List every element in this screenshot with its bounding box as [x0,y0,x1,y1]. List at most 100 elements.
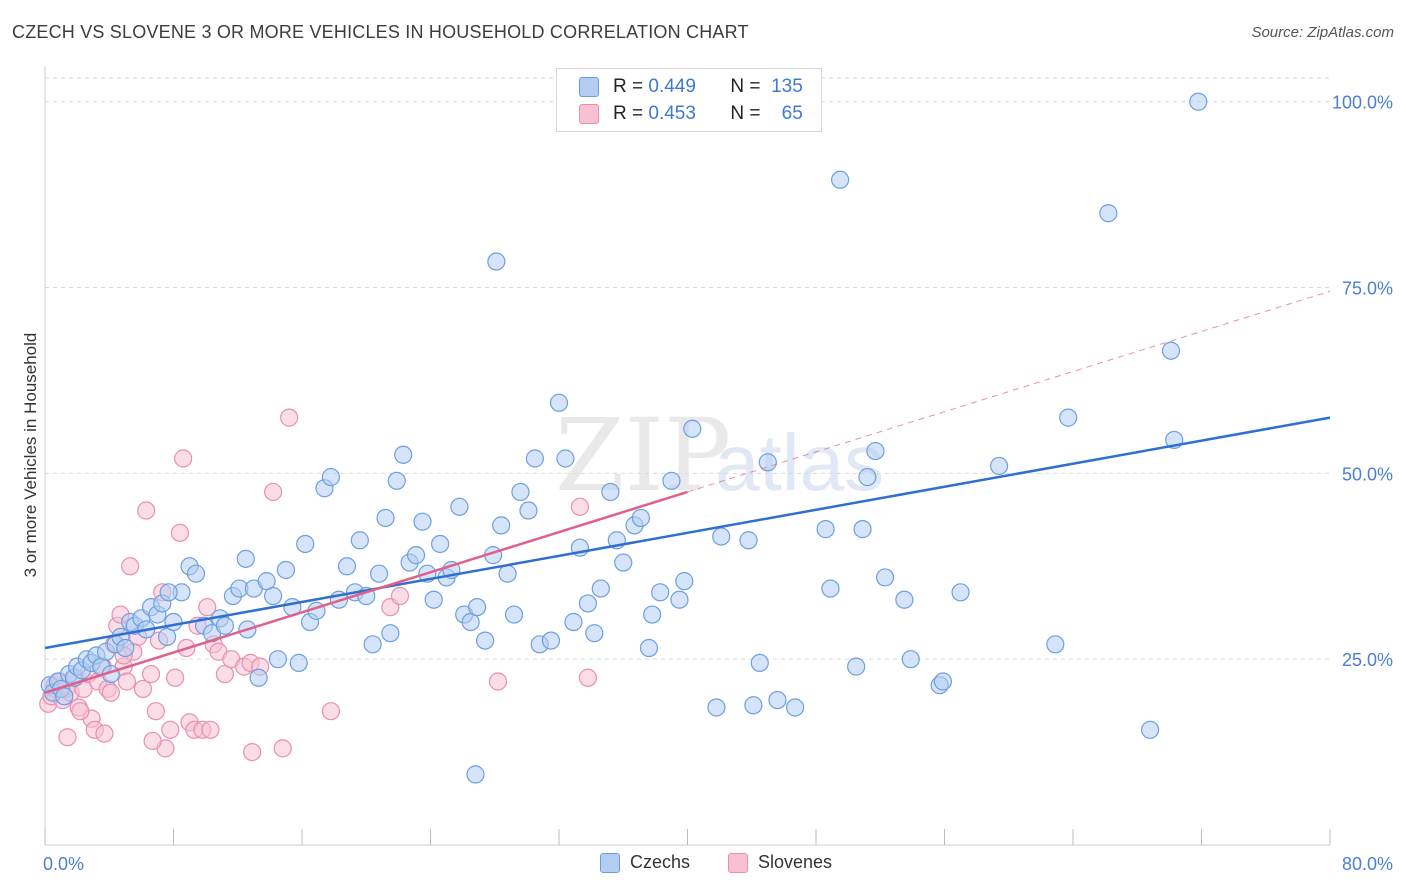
czech-point [413,512,432,531]
czech-point [215,616,234,635]
slovene-point [71,702,90,721]
czechs-r-label: R = [613,76,644,97]
slovene-point [143,731,162,751]
czech-point [394,445,413,464]
czech-point [564,612,583,632]
czech-point [487,252,506,271]
czech-point [466,765,485,784]
czech-point [643,605,662,624]
x-tick-label-min: 0.0% [43,854,84,874]
czech-point [853,520,872,539]
czechs-trend-line [44,416,1331,650]
tick-labels: 25.0% 50.0% 75.0% 100.0% 0.0% 80.0% [43,93,1393,874]
czech-point [875,568,895,587]
slovene-point [263,482,283,502]
czech-point [525,449,545,468]
legend-item-czechs: Czechs [600,852,690,873]
czech-point [591,579,610,598]
slovene-point [146,702,165,721]
czech-point [744,696,763,715]
czech-point [651,583,670,602]
czech-point [707,698,726,717]
slovenes-trend-line [44,490,688,694]
czech-point [601,482,620,502]
axes [44,66,1331,846]
czech-point [289,653,308,672]
czech-point [816,520,835,539]
czech-point [1099,204,1118,223]
slovene-point [133,679,153,699]
czech-point [387,471,406,490]
czech-point [268,650,288,669]
czech-point [519,501,538,520]
czech-point [933,672,952,691]
czech-point [895,590,914,609]
slovenes-swatch [579,104,599,124]
y-tick-label-50: 50.0% [1342,464,1393,484]
slovenes-r-label: R = [613,103,644,124]
slovene-point [170,523,190,542]
czech-point [492,516,511,535]
czech-point [1161,341,1181,360]
czech-point [376,508,395,528]
legend-czechs-swatch [600,852,620,873]
czech-point [549,393,569,412]
slovenes-trend-extension [687,290,1331,493]
slovene-point [570,497,589,516]
czech-point [498,564,517,583]
czech-point [249,668,268,687]
czech-point [431,534,450,554]
slovene-point [201,720,220,739]
slovene-point [273,739,292,758]
watermark-zip: ZIP [555,397,731,514]
watermark: ZIP atlas [555,397,884,514]
legend-slovenes-label: Slovenes [758,852,833,872]
czech-point [675,572,694,591]
slovenes-points [39,408,598,762]
czech-point [683,419,702,438]
slovene-point [141,664,161,684]
slovene-point [174,449,193,468]
czech-point [1140,720,1160,739]
czech-point [712,527,731,546]
czech-point [186,564,206,583]
czech-point [263,586,283,606]
czech-point [381,624,400,643]
slovene-point [280,408,299,427]
slovene-point [166,668,185,687]
czech-point [990,456,1009,476]
czech-point [276,560,296,580]
czech-point [614,553,633,572]
chart-title: CZECH VS SLOVENE 3 OR MORE VEHICLES IN H… [12,22,749,42]
czech-point [556,449,575,468]
czech-point [321,467,341,487]
slovene-point [101,683,120,702]
czech-point [406,546,426,565]
y-tick-label-100: 100.0% [1332,93,1393,113]
slovene-point [390,586,410,606]
czech-point [296,534,315,554]
czech-point [164,612,183,632]
czech-point [670,590,689,609]
czech-point [511,482,530,502]
czech-point [363,635,382,654]
slovene-point [137,501,156,520]
czech-point [866,441,885,461]
slovene-point [58,728,77,747]
y-tick-label-75: 75.0% [1342,279,1393,299]
stats-legend: R = 0.449 N = 135 R = 0.453 N = 65 [556,68,822,132]
czech-point [847,657,866,676]
czechs-swatch [579,77,599,97]
czech-point [1046,635,1065,654]
slovene-point [243,742,262,762]
slovene-point [95,724,114,743]
czech-point [450,497,469,516]
czech-point [739,531,758,550]
czech-point [750,653,769,672]
slovene-point [121,557,140,576]
czech-point [768,690,787,710]
czech-point [858,467,877,487]
czech-point [951,583,970,602]
czech-point [476,631,495,650]
